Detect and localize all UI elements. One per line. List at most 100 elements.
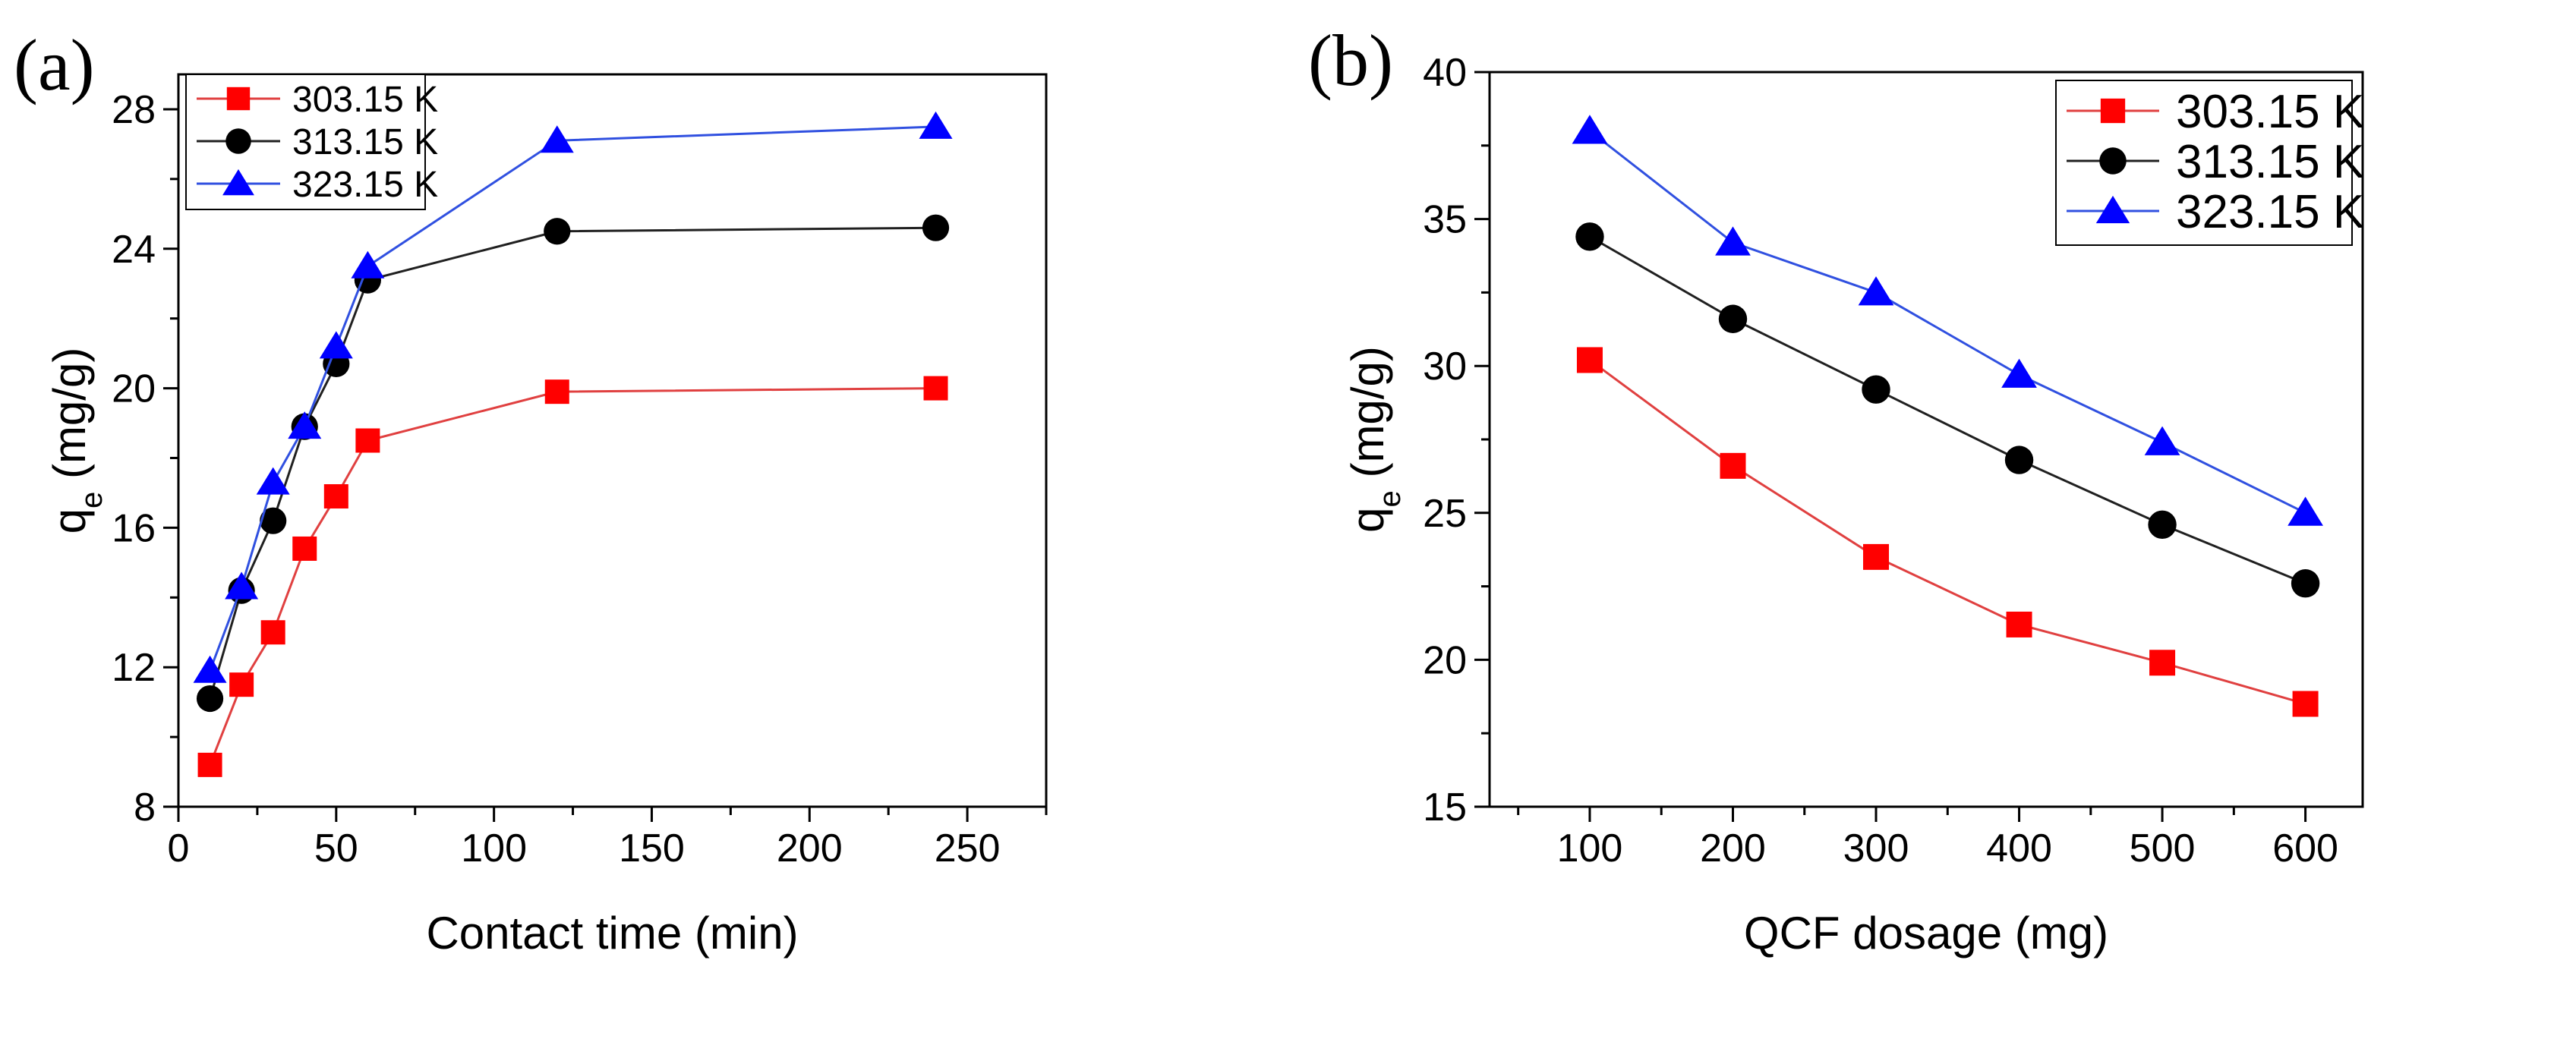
legend-marker [222,169,254,196]
data-point [544,379,569,405]
data-point [2001,358,2037,388]
y-axis-title: qe (mg/g) [1342,346,1407,533]
x-tick-label: 200 [777,826,843,870]
series-0 [197,376,948,777]
data-point [2288,496,2323,526]
y-tick-label: 20 [1423,638,1467,682]
data-point [1862,375,1890,404]
data-point [1715,226,1751,256]
y-axis-title-unit: (mg/g) [44,348,95,492]
series-1 [1575,222,2320,598]
data-point [2291,569,2320,598]
y-axis-title-subscript: e [1373,490,1407,507]
x-axis-title: QCF dosage (mg) [1744,908,2108,959]
data-point [2148,510,2177,539]
y-axis-title: qe (mg/g) [44,348,109,534]
series-1 [196,214,950,713]
series-line [1589,130,2306,515]
legend-marker [226,87,251,111]
y-tick-label: 30 [1423,345,1467,389]
panel-label: (a) [14,24,95,105]
data-point [1572,115,1608,144]
y-axis-title-main: q [1342,507,1393,532]
x-tick-label: 400 [1986,826,2052,870]
data-point [260,507,287,534]
data-point [229,672,254,697]
data-point [323,484,348,509]
legend-label: 313.15 K [292,122,438,162]
x-axis-title: Contact time (min) [426,908,798,959]
series-line [209,387,936,766]
legend-label: 323.15 K [2176,186,2364,238]
data-point [1718,304,1748,333]
data-point [2144,426,2180,455]
series-line [209,226,936,699]
x-tick-label: 500 [2130,826,2196,870]
series-line [1589,235,2306,585]
y-tick-label: 12 [112,646,156,690]
data-point [2292,691,2319,717]
panel-label: (b) [1308,20,1393,101]
legend-label: 303.15 K [2176,86,2364,138]
legend-marker [2099,147,2127,175]
y-tick-label: 40 [1423,51,1467,95]
legend-marker [2100,98,2126,124]
legend-marker [225,128,251,154]
legend-label: 313.15 K [2176,136,2364,188]
y-tick-label: 16 [112,506,156,550]
data-point [288,411,322,439]
data-point [197,752,222,777]
data-point [319,331,353,359]
x-tick-label: 50 [314,826,358,870]
data-point [544,218,571,245]
data-point [1858,276,1894,306]
x-tick-label: 100 [1557,826,1623,870]
data-point [260,620,285,645]
x-tick-label: 200 [1700,826,1766,870]
data-point [2004,445,2034,474]
chart-panel-b: (b) 100 200 300 400 500 600 15 20 25 30 35 40 QCF dos… [1308,20,2364,959]
data-point [2149,650,2176,676]
data-point [1575,222,1604,251]
data-point [922,214,950,241]
data-point [256,467,290,495]
legend-marker [2095,195,2130,224]
legend-label: 323.15 K [292,165,438,205]
y-tick-label: 8 [134,785,156,829]
chart-panel-a: (a) 0 50 100 150 200 250 8 12 16 20 24 28 Contact tim… [14,24,1048,959]
y-tick-label: 24 [112,228,156,272]
plot-frame [177,73,1048,808]
series-2 [193,111,953,683]
y-tick-label: 35 [1423,198,1467,242]
data-point [1720,452,1746,479]
data-point [351,250,385,279]
series-0 [1576,347,2319,717]
data-point [1576,347,1603,373]
data-point [1863,543,1890,570]
data-point [193,655,227,683]
y-axis-title-unit: (mg/g) [1342,346,1393,490]
data-point [540,125,574,153]
y-axis-title-main: q [44,508,95,534]
y-axis-title-subscript: e [75,492,109,508]
data-point [923,376,948,401]
x-tick-label: 600 [2272,826,2338,870]
legend-label: 303.15 K [292,80,438,120]
data-point [292,536,317,561]
x-tick-label: 250 [935,826,1001,870]
x-tick-label: 300 [1843,826,1909,870]
data-point [225,571,259,600]
y-tick-label: 15 [1423,785,1467,829]
series-line [209,125,936,672]
series-2 [1572,115,2323,526]
y-tick-label: 28 [112,88,156,132]
data-point [2006,611,2032,637]
y-tick-label: 20 [112,367,156,411]
x-tick-label: 150 [619,826,685,870]
x-tick-label: 100 [461,826,527,870]
data-point [919,111,953,139]
y-tick-label: 25 [1423,492,1467,536]
